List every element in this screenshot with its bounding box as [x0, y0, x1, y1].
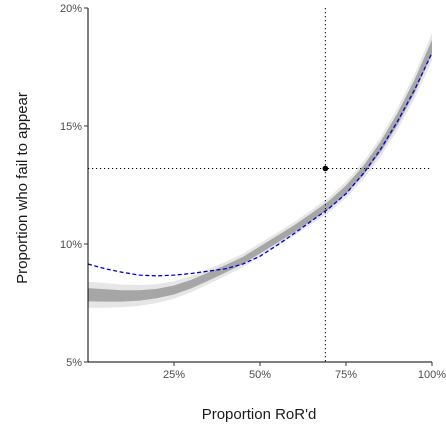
y-axis: 5% 10% 15% 20%	[60, 3, 89, 369]
x-tick-label: 25%	[163, 369, 185, 381]
x-axis: 25% 50% 75% 100%	[88, 361, 446, 381]
plot-area	[88, 8, 432, 362]
y-tick-label: 15%	[60, 121, 82, 133]
x-tick-label: 75%	[335, 369, 357, 381]
series-0-inner-band	[88, 39, 432, 302]
y-tick-label: 5%	[66, 357, 82, 369]
y-axis-title: Proportion who fail to appear	[14, 92, 31, 284]
x-axis-title: Proportion RoR'd	[202, 406, 317, 423]
plot-content	[88, 8, 432, 362]
x-tick-label: 100%	[418, 369, 446, 381]
series-1-dashed-line	[88, 52, 432, 277]
x-tick-label: 50%	[249, 369, 271, 381]
y-tick-label: 10%	[60, 239, 82, 251]
observed-point	[322, 165, 329, 172]
series-0-outer-band	[88, 33, 432, 308]
y-tick-label: 20%	[60, 3, 82, 15]
